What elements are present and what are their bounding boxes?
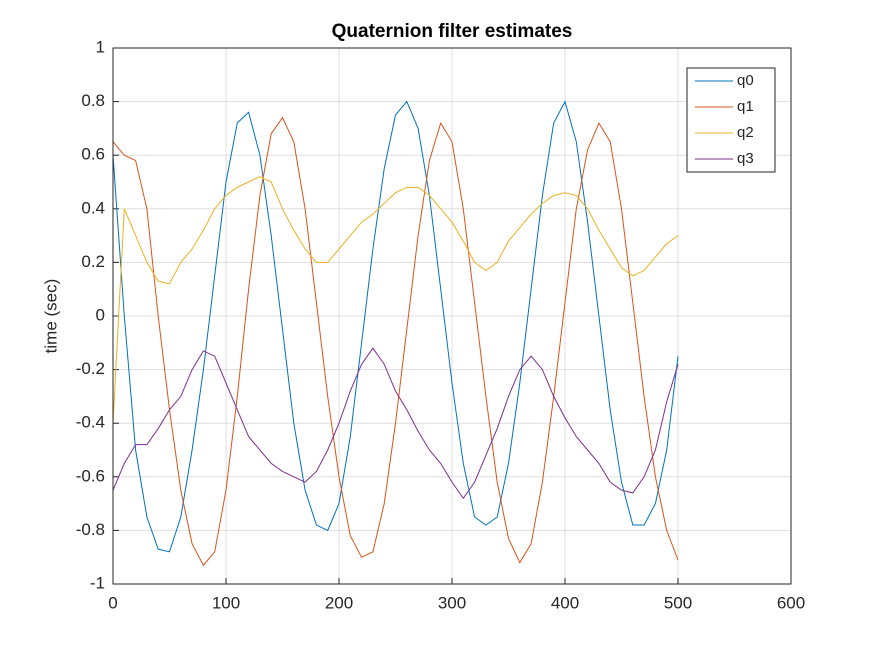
x-tick-label: 200 — [325, 593, 353, 612]
x-tick-label: 600 — [777, 593, 805, 612]
x-tick-label: 500 — [664, 593, 692, 612]
legend-label: q2 — [737, 124, 754, 141]
x-tick-label: 0 — [108, 593, 117, 612]
legend-label: q1 — [737, 98, 754, 115]
x-tick-label: 300 — [438, 593, 466, 612]
legend: q0 q1 q2 q3 — [686, 67, 776, 173]
y-tick-label: -1 — [90, 573, 105, 592]
legend-label: q0 — [737, 72, 754, 89]
y-tick-label: 0.4 — [81, 198, 105, 217]
data-line — [112, 100, 679, 553]
y-tick-label: 0 — [96, 305, 105, 324]
y-axis-label: time (sec) — [41, 279, 60, 354]
y-tick-label: 0.6 — [81, 145, 105, 164]
x-tick-label: 100 — [212, 593, 240, 612]
data-line — [112, 347, 679, 500]
data-line — [112, 176, 679, 424]
data-line — [112, 116, 679, 567]
y-tick-label: -0.4 — [76, 413, 105, 432]
axes-box — [112, 47, 792, 585]
y-tick-label: -0.6 — [76, 466, 105, 485]
y-tick-label: -0.8 — [76, 520, 105, 539]
x-tick-label: 400 — [551, 593, 579, 612]
y-tick-label: 1 — [96, 37, 105, 56]
legend-box — [686, 67, 776, 173]
legend-label: q3 — [737, 150, 754, 167]
y-tick-label: 0.2 — [81, 252, 105, 271]
y-tick-label: 0.8 — [81, 91, 105, 110]
chart-title: Quaternion filter estimates — [332, 21, 573, 42]
y-tick-label: -0.2 — [76, 359, 105, 378]
